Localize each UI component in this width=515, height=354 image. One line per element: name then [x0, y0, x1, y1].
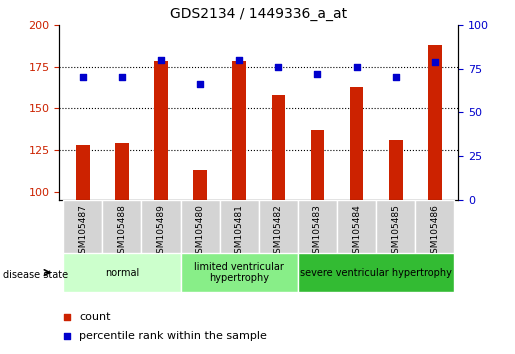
Point: [157, 57, 165, 63]
Point: [63, 333, 71, 338]
Point: [431, 59, 439, 64]
Title: GDS2134 / 1449336_a_at: GDS2134 / 1449336_a_at: [170, 7, 347, 21]
Bar: [142, 200, 181, 253]
Bar: [389, 140, 403, 200]
Text: GSM105486: GSM105486: [431, 204, 439, 259]
Text: GSM105487: GSM105487: [78, 204, 87, 259]
Bar: [63, 253, 181, 292]
Text: GSM105483: GSM105483: [313, 204, 322, 259]
Point: [63, 314, 71, 320]
Point: [235, 57, 244, 63]
Point: [352, 64, 360, 70]
Bar: [350, 86, 364, 200]
Text: GSM105481: GSM105481: [235, 204, 244, 259]
Bar: [220, 200, 259, 253]
Bar: [102, 200, 142, 253]
Text: severe ventricular hypertrophy: severe ventricular hypertrophy: [300, 268, 452, 278]
Point: [274, 64, 282, 70]
Text: count: count: [79, 312, 111, 322]
Bar: [337, 200, 376, 253]
Bar: [63, 200, 102, 253]
Text: GSM105485: GSM105485: [391, 204, 400, 259]
Bar: [232, 62, 246, 200]
Text: limited ventricular
hypertrophy: limited ventricular hypertrophy: [194, 262, 284, 284]
Text: GSM105488: GSM105488: [117, 204, 126, 259]
Bar: [193, 170, 207, 200]
Bar: [376, 200, 415, 253]
Text: disease state: disease state: [3, 270, 67, 280]
Point: [196, 81, 204, 87]
Bar: [298, 253, 454, 292]
Bar: [154, 62, 168, 200]
Bar: [76, 145, 90, 200]
Point: [118, 75, 126, 80]
Bar: [311, 130, 324, 200]
Bar: [298, 200, 337, 253]
Bar: [259, 200, 298, 253]
Bar: [428, 45, 442, 200]
Bar: [271, 95, 285, 200]
Text: normal: normal: [105, 268, 139, 278]
Bar: [115, 143, 129, 200]
Bar: [181, 253, 298, 292]
Text: percentile rank within the sample: percentile rank within the sample: [79, 331, 267, 341]
Text: GSM105480: GSM105480: [196, 204, 204, 259]
Text: GSM105489: GSM105489: [157, 204, 165, 259]
Point: [391, 75, 400, 80]
Point: [313, 71, 321, 77]
Bar: [181, 200, 220, 253]
Bar: [415, 200, 454, 253]
Text: GSM105482: GSM105482: [274, 204, 283, 259]
Text: GSM105484: GSM105484: [352, 204, 361, 259]
Point: [79, 75, 87, 80]
